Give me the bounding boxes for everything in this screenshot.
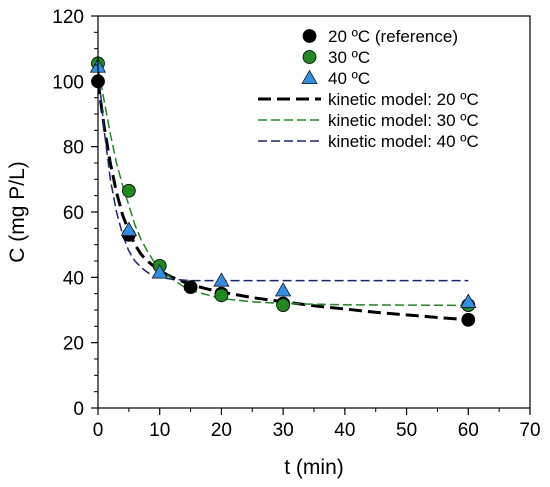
y-tick-label: 80 [63,138,84,159]
legend-label: kinetic model: 40 ºC [328,132,479,151]
x-axis-title: t (min) [284,456,344,479]
y-tick-label: 100 [52,72,84,93]
x-tick-label: 60 [458,420,479,441]
y-tick-label: 0 [73,399,84,420]
data-point-triangle [213,272,230,287]
legend-label: 40 ºC [328,69,370,88]
legend: 20 ºC (reference) 30 ºC 40 ºC kinetic model… [258,27,479,151]
data-point-circle [183,280,198,295]
data-point-triangle [151,264,168,279]
data-point-triangle [274,282,292,297]
data-point-circle [121,183,136,198]
y-tick-label: 60 [63,203,84,224]
legend-label: 20 ºC (reference) [328,27,458,46]
data-point-triangle [120,221,138,236]
x-tick-label: 30 [273,420,294,441]
series-line [97,68,469,282]
y-tick-label: 40 [63,268,84,289]
y-tick-label: 20 [63,334,84,355]
x-tick-label: 50 [396,420,417,441]
data-point-circle [302,50,317,64]
axes-layer: 0 10 20 30 40 50 60 70 0 20 40 60 80 100 120 [52,7,540,441]
data-point-circle [461,312,476,327]
legend-label: kinetic model: 30 ºC [328,111,479,130]
data-point-circle [302,29,317,43]
y-tick-label: 120 [52,7,84,28]
data-point-circle [276,298,291,313]
x-tick-label: 40 [334,420,355,441]
x-tick-label: 70 [519,420,540,441]
y-axis-title: C (mg P/L) [6,161,29,263]
x-tick-label: 20 [211,420,232,441]
x-tick-label: 0 [93,420,104,441]
x-tick-label: 10 [149,420,170,441]
series-line [96,81,469,322]
data-point-circle [214,288,229,303]
data-point-triangle [460,293,477,308]
legend-label: kinetic model: 20 ºC [328,90,479,109]
data-point-triangle [301,69,318,85]
legend-label: 30 ºC [328,48,370,67]
plot-frame [97,15,531,409]
